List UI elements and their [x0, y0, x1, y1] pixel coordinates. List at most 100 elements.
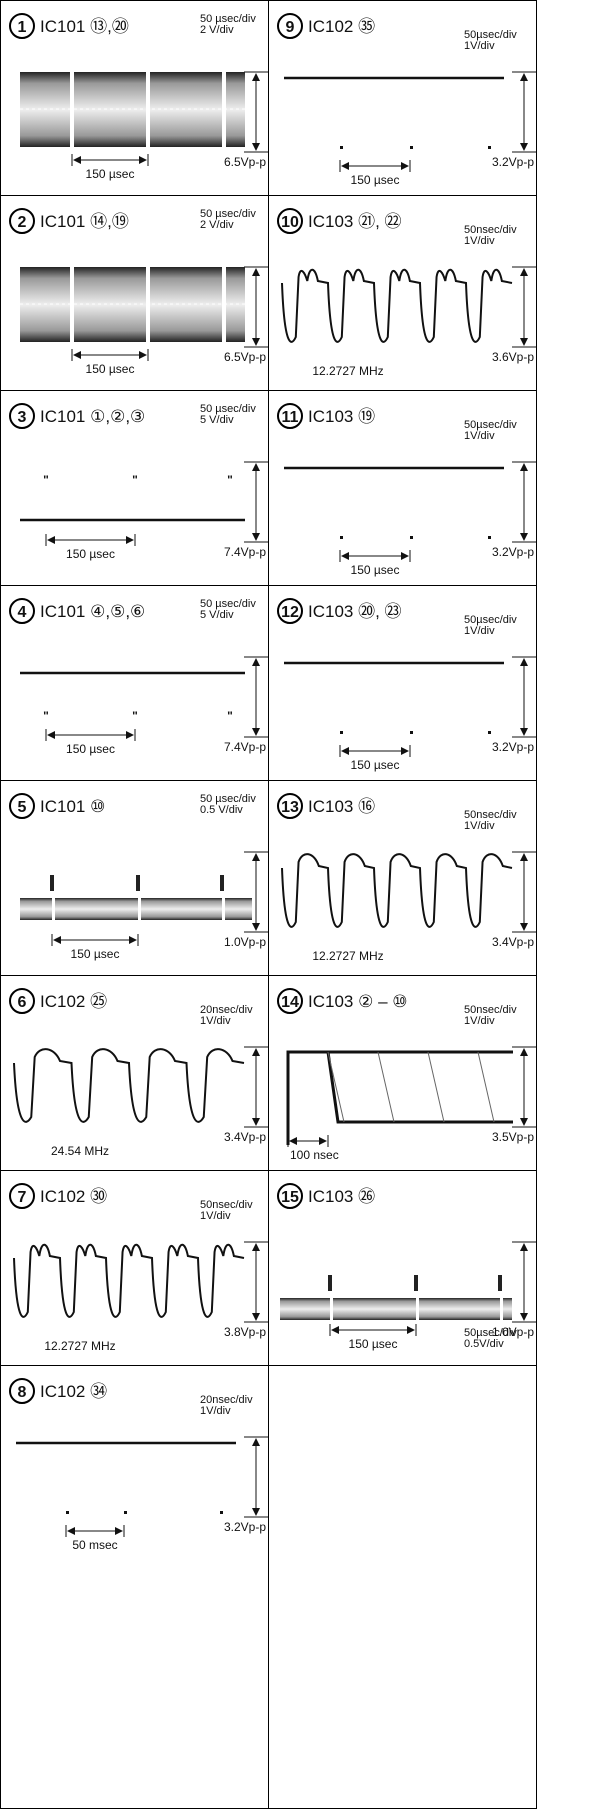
frequency: 12.2727 MHz: [312, 364, 383, 378]
trace: [282, 854, 512, 927]
volts-per-div: 1V/div: [200, 1015, 231, 1027]
dot: [488, 146, 491, 149]
amplitude: 6.5Vp-p: [224, 155, 266, 169]
amplitude: 3.4Vp-p: [224, 1130, 266, 1144]
waveform-panel: 1IC101 ⑬,⑳50 µsec/div2 V/div6.5Vp-p150 µ…: [1, 1, 269, 196]
ic-label: IC103 ② – ⑩: [308, 992, 408, 1011]
amplitude: 3.6Vp-p: [492, 350, 534, 364]
panel-number: 12: [281, 604, 299, 621]
ic-name: IC103: [308, 1187, 353, 1206]
time-measure: 100 nsec: [290, 1148, 339, 1162]
waveform-sheet: 1IC101 ⑬,⑳50 µsec/div2 V/div6.5Vp-p150 µ…: [0, 0, 616, 1811]
dot: [124, 1511, 127, 1514]
volts-per-div: 1V/div: [464, 430, 495, 442]
amplitude: 3.2Vp-p: [492, 545, 534, 559]
time-measure: 150 µsec: [351, 563, 400, 577]
volts-per-div: 1V/div: [464, 820, 495, 832]
dot: [340, 731, 343, 734]
panel-number: 7: [18, 1189, 27, 1206]
volts-per-div: 2 V/div: [200, 219, 234, 231]
amplitude: 3.2Vp-p: [492, 155, 534, 169]
amplitude: 3.2Vp-p: [224, 1520, 266, 1534]
time-measure: 150 µsec: [349, 1337, 398, 1351]
frequency: 12.2727 MHz: [44, 1339, 115, 1353]
ic-label: IC101 ⑩: [40, 797, 105, 816]
panel-number: 3: [18, 409, 27, 426]
pulse: [220, 875, 224, 891]
pulse-mark: ": [132, 709, 138, 723]
ic-pins: ⑭,⑲: [90, 212, 129, 231]
panel-border: [1, 1366, 269, 1809]
ic-pins: ⑩: [90, 797, 105, 816]
panel-number: 5: [18, 799, 27, 816]
trace: [428, 1052, 444, 1122]
trace-band: [20, 72, 245, 147]
ic-label: IC103 ⑯: [308, 797, 375, 816]
time-measure: 150 µsec: [351, 173, 400, 187]
volts-per-div: 1V/div: [464, 625, 495, 637]
ic-pins: ㉟: [358, 17, 375, 36]
panel-number: 9: [286, 19, 295, 36]
time-measure: 150 µsec: [86, 167, 135, 181]
ic-name: IC101: [40, 797, 85, 816]
trace: [288, 1052, 513, 1145]
ic-label: IC101 ⑬,⑳: [40, 17, 129, 36]
ic-label: IC101 ④,⑤,⑥: [40, 602, 145, 621]
ic-label: IC101 ⑭,⑲: [40, 212, 129, 231]
pulse: [414, 1275, 418, 1291]
panel-number: 13: [281, 799, 299, 816]
panel-number: 4: [18, 604, 27, 621]
trace: [478, 1052, 494, 1122]
volts-per-div: 0.5V/div: [464, 1338, 504, 1350]
volts-per-div: 5 V/div: [200, 414, 234, 426]
dot: [410, 731, 413, 734]
amplitude: 3.2Vp-p: [492, 740, 534, 754]
pulse-mark: ": [227, 473, 233, 487]
time-measure: 50 msec: [72, 1538, 117, 1552]
panel-number: 11: [282, 409, 299, 426]
dot: [220, 1511, 223, 1514]
time-measure: 150 µsec: [66, 547, 115, 561]
ic-pins: ①,②,③: [90, 407, 145, 426]
dot: [340, 536, 343, 539]
ic-pins: ② – ⑩: [358, 992, 407, 1011]
trace-band: [280, 1298, 512, 1320]
dot: [66, 1511, 69, 1514]
ic-name: IC101: [40, 17, 85, 36]
volts-per-div: 2 V/div: [200, 24, 234, 36]
pulse: [328, 1275, 332, 1291]
empty-cell: [269, 1366, 537, 1809]
pulse-mark: ": [227, 709, 233, 723]
volts-per-div: 5 V/div: [200, 609, 234, 621]
waveform-panel: 4IC101 ④,⑤,⑥50 µsec/div5 V/div7.4Vp-p"""…: [1, 586, 269, 781]
trace-gap: [500, 1296, 503, 1322]
pulse: [50, 875, 54, 891]
ic-label: IC102 ㉞: [40, 1382, 107, 1401]
ic-name: IC101: [40, 602, 85, 621]
ic-pins: ㉞: [90, 1382, 107, 1401]
waveform-panel: 9IC102 ㉟50µsec/div1V/div3.2Vp-p150 µsec: [269, 1, 537, 196]
waveform-panel: 12IC103 ⑳, ㉓50µsec/div1V/div3.2Vp-p150 µ…: [269, 586, 537, 781]
dot: [488, 731, 491, 734]
ic-pins: ㉑, ㉒: [358, 212, 401, 231]
volts-per-div: 1V/div: [200, 1405, 231, 1417]
trace-gap: [138, 896, 141, 922]
amplitude: 7.4Vp-p: [224, 740, 266, 754]
trace-gap: [416, 1296, 419, 1322]
ic-label: IC102 ㉕: [40, 992, 107, 1011]
dot: [488, 536, 491, 539]
pulse-mark: ": [43, 473, 49, 487]
trace-gap: [330, 1296, 333, 1322]
panel-number: 10: [281, 214, 299, 231]
ic-name: IC103: [308, 992, 353, 1011]
ic-name: IC101: [40, 212, 85, 231]
amplitude: 3.8Vp-p: [224, 1325, 266, 1339]
panel-number: 14: [281, 994, 299, 1011]
ic-pins: ⑲: [358, 407, 375, 426]
ic-label: IC102 ㉚: [40, 1187, 107, 1206]
waveform-panel: 13IC103 ⑯50nsec/div1V/div3.4Vp-p12.2727 …: [269, 781, 537, 976]
volts-per-div: 0.5 V/div: [200, 804, 243, 816]
time-measure: 150 µsec: [86, 362, 135, 376]
